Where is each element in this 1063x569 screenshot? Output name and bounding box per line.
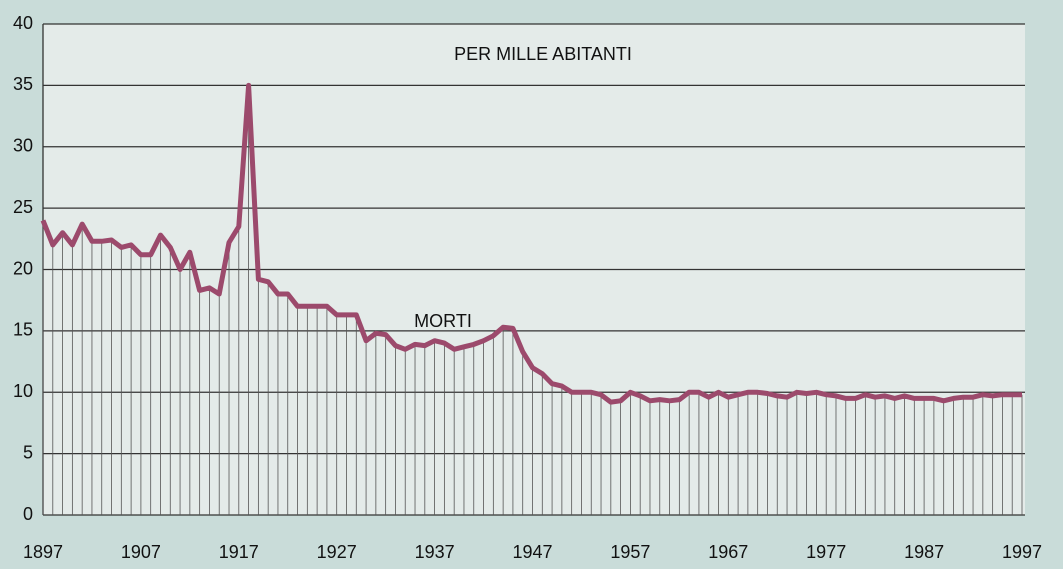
x-tick-label: 1987 — [904, 542, 944, 562]
line — [40, 82, 1022, 405]
x-tick-label: 1937 — [415, 542, 455, 562]
annotation: PER MILLE ABITANTI — [454, 44, 632, 64]
y-tick-label: 10 — [13, 381, 33, 401]
x-tick-label: 1957 — [610, 542, 650, 562]
x-tick-label: 1917 — [219, 542, 259, 562]
x-tick-label: 1967 — [708, 542, 748, 562]
y-tick-label: 40 — [13, 13, 33, 33]
x-tick-label: 1907 — [121, 542, 161, 562]
y-tick-label: 25 — [13, 197, 33, 217]
x-tick-label: 1977 — [806, 542, 846, 562]
y-tick-label: 35 — [13, 74, 33, 94]
x-tick-label: 1927 — [317, 542, 357, 562]
annotation: MORTI — [414, 311, 472, 331]
y-tick-label: 20 — [13, 258, 33, 278]
x-tick-label: 1947 — [512, 542, 552, 562]
y-tick-label: 30 — [13, 136, 33, 156]
y-tick-label: 0 — [23, 504, 33, 524]
x-tick-label: 1897 — [23, 542, 63, 562]
y-tick-label: 15 — [13, 320, 33, 340]
y-tick-label: 5 — [23, 442, 33, 462]
x-tick-label: 1997 — [1002, 542, 1042, 562]
